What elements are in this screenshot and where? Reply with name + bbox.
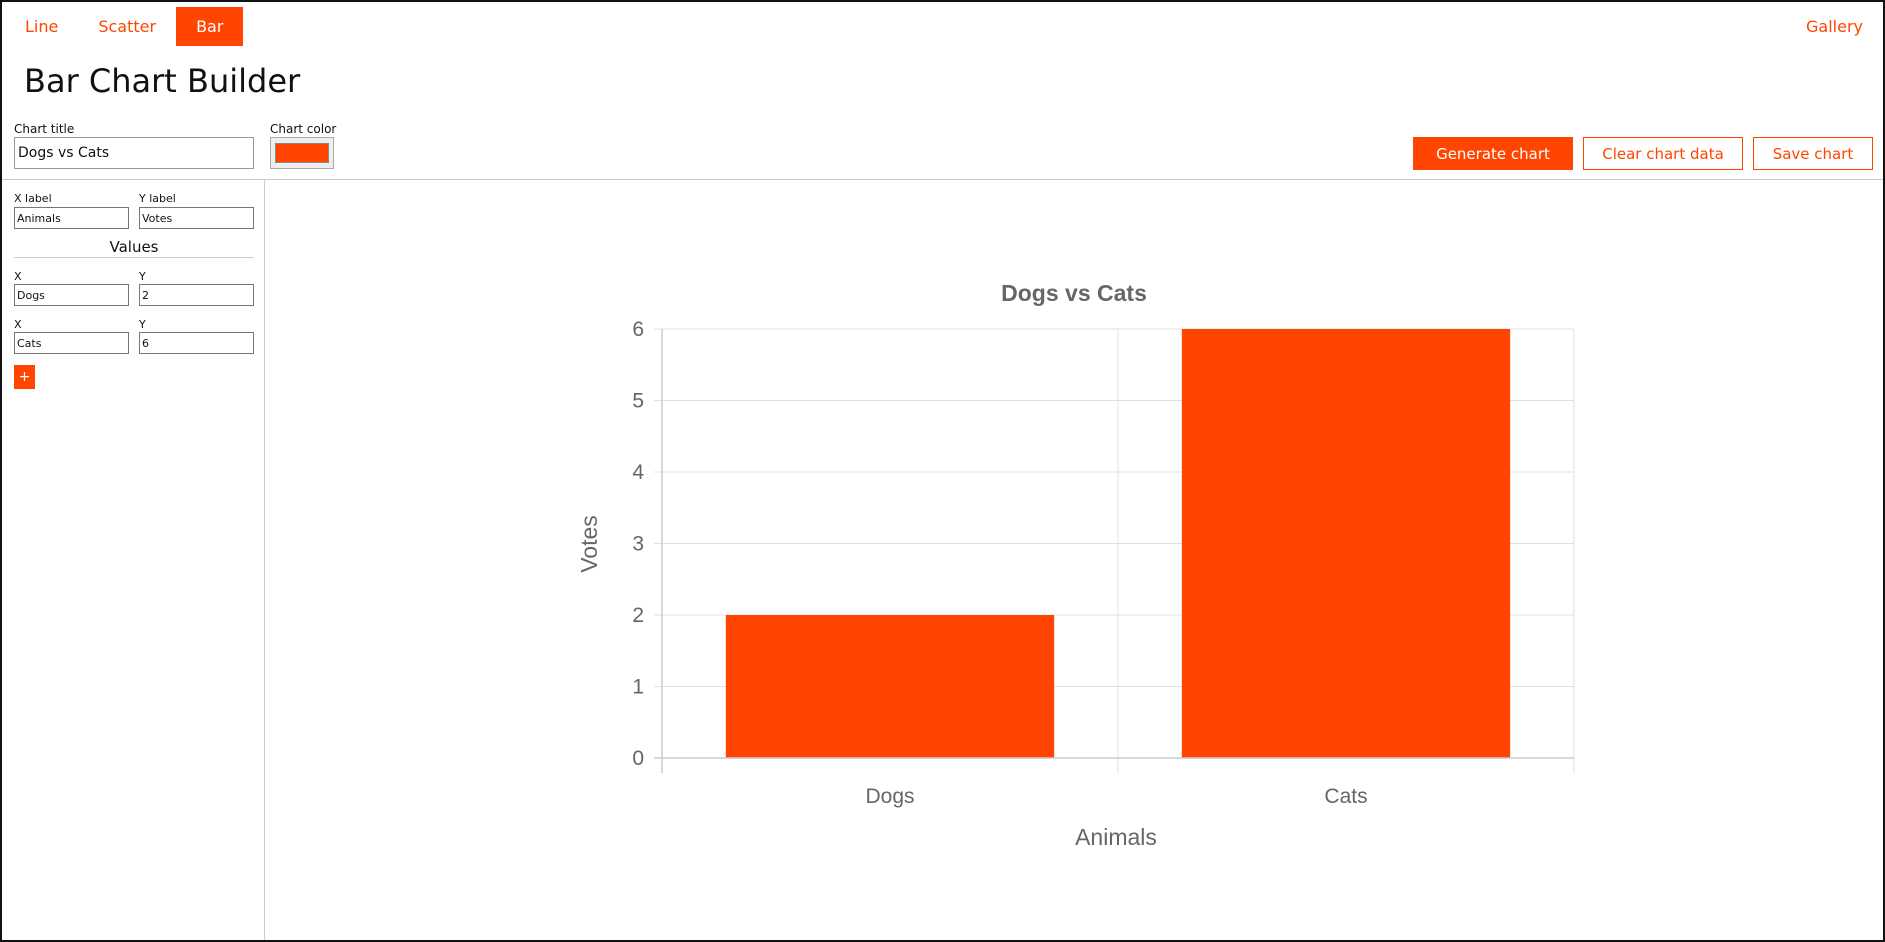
y-tick-label: 4	[632, 461, 644, 484]
y-axis-title: Votes	[576, 515, 602, 573]
values-heading: Values	[109, 238, 159, 256]
y-tick-label: 2	[632, 604, 644, 627]
x-tick-label: Dogs	[865, 785, 914, 808]
bar-cats	[1181, 329, 1511, 758]
value-row-1-y-caption: Y	[139, 270, 146, 283]
sidebar-divider	[264, 180, 265, 940]
chart-title-input[interactable]	[14, 137, 254, 169]
chart-type-nav: Line Scatter Bar	[5, 7, 244, 47]
gallery-link[interactable]: Gallery	[1806, 17, 1863, 36]
tab-scatter[interactable]: Scatter	[98, 17, 157, 36]
y-tick-label: 1	[632, 676, 644, 699]
add-value-button[interactable]: +	[14, 365, 35, 389]
bar-chart: Dogs vs Cats 0 1 2 3 4 5 6 Dogs Cats Animals Vot…	[576, 280, 1575, 850]
x-label-input[interactable]	[14, 207, 129, 229]
y-tick-label: 6	[632, 318, 644, 341]
x-tick-label: Cats	[1324, 785, 1367, 808]
value-row-2-x-input[interactable]	[14, 332, 129, 354]
y-tick-label: 0	[632, 747, 644, 770]
value-row-2-y-caption: Y	[139, 318, 146, 331]
value-row-1-x-input[interactable]	[14, 284, 129, 306]
chart-bars	[725, 329, 1511, 758]
tab-bar[interactable]: Bar	[176, 7, 244, 46]
values-divider	[14, 257, 254, 258]
value-row-1-x-caption: X	[14, 270, 22, 283]
chart-title-label: Chart title	[14, 122, 75, 136]
value-row-2-x-caption: X	[14, 318, 22, 331]
y-tick-label: 5	[632, 390, 644, 413]
chart-title: Dogs vs Cats	[1001, 280, 1147, 306]
header-divider	[2, 179, 1883, 180]
save-chart-button[interactable]: Save chart	[1753, 137, 1873, 170]
bar-dogs	[725, 615, 1055, 758]
tab-line[interactable]: Line	[25, 17, 59, 36]
x-axis-title: Animals	[1075, 824, 1157, 850]
chart-color-label: Chart color	[270, 122, 337, 136]
page-title: Bar Chart Builder	[24, 62, 301, 100]
y-tick-label: 3	[632, 533, 644, 556]
chart-color-picker[interactable]	[270, 137, 334, 169]
y-label-caption: Y label	[139, 192, 176, 205]
chart-color-swatch	[275, 143, 329, 163]
generate-chart-button[interactable]: Generate chart	[1413, 137, 1573, 170]
value-row-2-y-input[interactable]	[139, 332, 254, 354]
clear-chart-data-button[interactable]: Clear chart data	[1583, 137, 1743, 170]
chart-axes: 0 1 2 3 4 5 6 Dogs Cats	[632, 318, 1574, 808]
y-label-input[interactable]	[139, 207, 254, 229]
value-row-1-y-input[interactable]	[139, 284, 254, 306]
x-label-caption: X label	[14, 192, 52, 205]
